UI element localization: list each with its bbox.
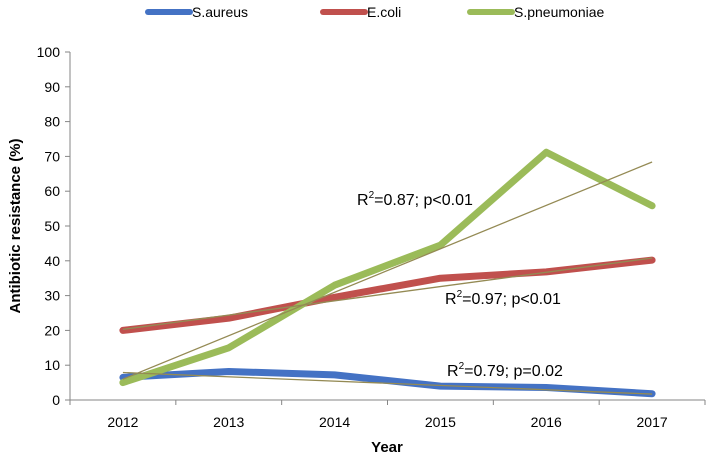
y-tick-label-70: 70 [44, 148, 60, 164]
annotation-e-coli-r: R [445, 291, 457, 308]
legend: S.aureus E.coli S.pneumoniae [145, 4, 605, 20]
annotation-s-aureus-r: R [447, 363, 459, 380]
legend-item-s-aureus: S.aureus [145, 4, 248, 20]
annotation-s-aureus-exp: 2 [459, 361, 465, 372]
annotation-s-aureus-text: =0.79; p=0.02 [464, 363, 563, 380]
trendline-e-coli [122, 257, 653, 331]
legend-label-s-aureus: S.aureus [192, 4, 248, 20]
series-line-s-aureus [119, 368, 656, 398]
x-axis: 2012 2013 2014 2015 2016 2017 [69, 399, 706, 430]
y-tick-label-80: 80 [44, 114, 60, 130]
y-axis-ticks: 0 10 20 30 40 50 60 70 80 90 100 [37, 44, 70, 408]
x-tick-label-2017: 2017 [637, 414, 668, 430]
series-line-s-pneumoniae [119, 148, 656, 387]
y-tick-label-20: 20 [44, 322, 60, 338]
y-axis-title: Antibiotic resistance (%) [7, 138, 24, 313]
y-tick-label-40: 40 [44, 253, 60, 269]
y-tick-label-100: 100 [37, 44, 61, 60]
trendline-layer [122, 161, 653, 395]
legend-item-s-pneumoniae: S.pneumoniae [467, 4, 605, 20]
annotation-s-pneumoniae-r: R [357, 192, 369, 209]
y-tick-label-50: 50 [44, 218, 60, 234]
y-tick-label-10: 10 [44, 357, 60, 373]
annotation-s-pneumoniae-exp: 2 [369, 190, 375, 201]
annotation-e-coli-text: =0.97; p<0.01 [462, 291, 561, 308]
trendline-s-pneumoniae [122, 161, 653, 380]
annotation-e-coli-exp: 2 [457, 289, 463, 300]
y-tick-label-30: 30 [44, 288, 60, 304]
x-tick-label-2012: 2012 [107, 414, 138, 430]
y-tick-label-60: 60 [44, 183, 60, 199]
x-tick-label-2013: 2013 [213, 414, 244, 430]
y-tick-label-0: 0 [52, 392, 60, 408]
x-tick-label-2014: 2014 [319, 414, 350, 430]
annotations: R2=0.87; p<0.01 R2=0.97; p<0.01 R2=0.79;… [357, 190, 563, 380]
trendline-s-aureus [122, 371, 653, 395]
y-axis: 0 10 20 30 40 50 60 70 80 90 100 [37, 44, 71, 408]
annotation-s-aureus: R2=0.79; p=0.02 [447, 361, 563, 380]
legend-item-e-coli: E.coli [320, 4, 401, 20]
legend-label-e-coli: E.coli [367, 4, 401, 20]
y-tick-label-90: 90 [44, 79, 60, 95]
annotation-s-pneumoniae: R2=0.87; p<0.01 [357, 190, 473, 209]
legend-label-s-pneumoniae: S.pneumoniae [514, 4, 605, 20]
annotation-s-pneumoniae-text: =0.87; p<0.01 [374, 192, 473, 209]
annotation-e-coli: R2=0.97; p<0.01 [445, 289, 561, 308]
x-tick-label-2015: 2015 [425, 414, 456, 430]
series-layer [119, 148, 656, 398]
x-axis-title: Year [371, 439, 403, 456]
x-axis-ticks: 2012 2013 2014 2015 2016 2017 [69, 400, 706, 430]
x-tick-label-2016: 2016 [531, 414, 562, 430]
